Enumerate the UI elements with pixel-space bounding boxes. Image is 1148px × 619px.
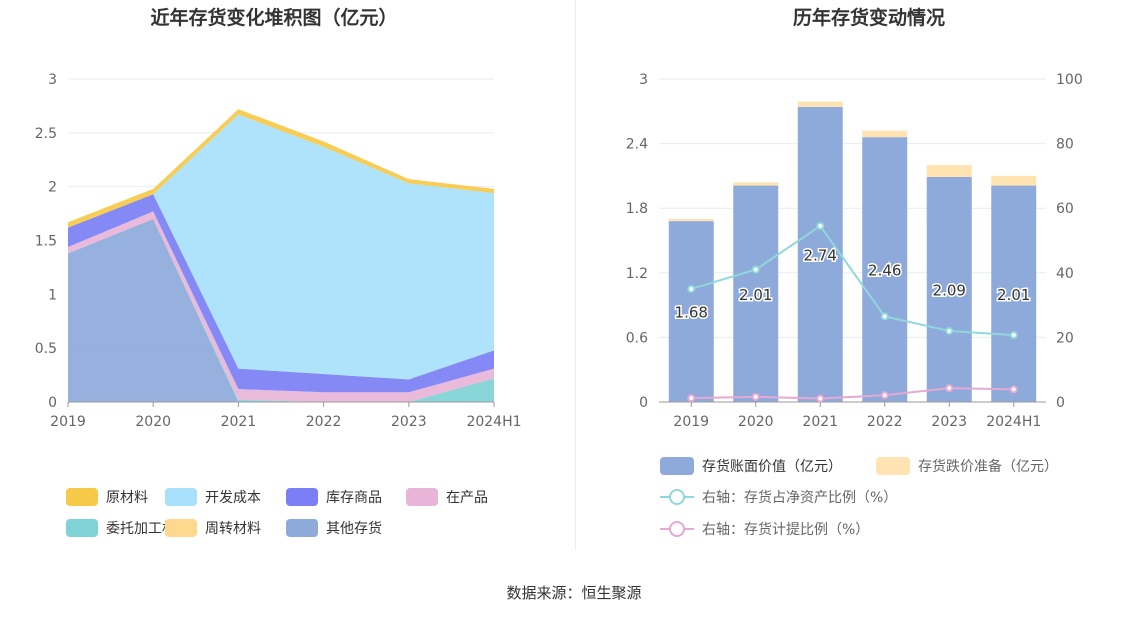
- legend-label: 存货跌价准备（亿元）: [918, 458, 1058, 475]
- bar-provision: [733, 182, 779, 186]
- x-tick-label: 2021: [802, 414, 838, 430]
- legend-swatch: [66, 488, 98, 506]
- area-series: [68, 194, 494, 393]
- y2-tick-label: 80: [1056, 137, 1074, 153]
- chart-title: 近年存货变化堆积图（亿元）: [150, 6, 397, 29]
- legend-label: 开发成本: [205, 490, 261, 506]
- legend-swatch: [660, 457, 694, 475]
- x-tick-label: 2024H1: [986, 414, 1041, 430]
- legend-label: 在产品: [446, 490, 488, 506]
- x-tick-label: 2023: [931, 414, 967, 430]
- y2-tick-label: 100: [1056, 72, 1083, 88]
- bar-book-value: [991, 185, 1037, 402]
- line-series: [691, 387, 1014, 400]
- bar-value-label: 2.46: [868, 262, 901, 280]
- bar-book-value: [926, 176, 972, 402]
- area-series: [68, 114, 494, 380]
- bar-book-value: [733, 185, 779, 402]
- line-series: [690, 224, 1014, 337]
- bar-provision: [797, 101, 843, 107]
- bar-provision: [862, 130, 908, 138]
- bar-value-label: 2.09: [933, 281, 966, 299]
- line-point: [880, 391, 889, 400]
- line-point: [687, 284, 696, 293]
- x-tick-label: 2019: [673, 414, 709, 430]
- bar-value-label: 2.01: [997, 286, 1030, 304]
- x-tick-label: 2023: [391, 414, 427, 430]
- x-tick-label: 2022: [867, 414, 903, 430]
- y2-tick-label: 20: [1056, 330, 1074, 346]
- legend-label: 右轴：存货占净资产比例（%）: [702, 489, 897, 506]
- legend-label: 原材料: [106, 490, 148, 506]
- x-tick-label: 2020: [738, 414, 774, 430]
- legend-label: 右轴：存货计提比例（%）: [702, 521, 869, 538]
- legend-label: 库存商品: [326, 490, 382, 506]
- y-tick-label: 1.2: [626, 266, 648, 282]
- bar-book-value: [797, 106, 843, 402]
- y-tick-label: 0.6: [626, 330, 648, 346]
- bar-value-label: 1.68: [675, 304, 708, 322]
- line-point: [945, 384, 954, 393]
- y2-tick-label: 60: [1056, 201, 1074, 217]
- bar-book-value: [862, 137, 908, 402]
- bar-value-label: 2.01: [739, 286, 772, 304]
- y-tick-label: 2.5: [35, 126, 57, 142]
- y-tick-label: 1.8: [626, 201, 648, 217]
- bar-book-value: [668, 221, 714, 402]
- left-area-chart: 近年存货变化堆积图（亿元） 0 0.5 1 1.5 2 2.5 3 2019 2020 2021 20…: [35, 6, 522, 537]
- area-series: [68, 218, 494, 402]
- x-tick-label: 2022: [306, 414, 342, 430]
- line-point: [1009, 385, 1018, 394]
- area-series: [68, 211, 494, 402]
- y-tick-label: 0: [48, 395, 57, 411]
- chart-title: 历年存货变动情况: [793, 6, 945, 29]
- legend-label: 其他存货: [326, 520, 382, 537]
- right-bar-chart: 历年存货变动情况 0 0.6 1.2 1.8 2.4 3 0 20 40 60 80 100 1.68 2.…: [626, 6, 1083, 538]
- y-tick-label: 3: [48, 72, 57, 88]
- line-point: [945, 326, 954, 335]
- x-tick-label: 2020: [135, 414, 171, 430]
- x-tick-label: 2024H1: [466, 414, 521, 430]
- y-tick-label: 3: [639, 72, 648, 88]
- line-point: [751, 265, 760, 274]
- legend-swatch: [165, 519, 197, 537]
- y2-tick-label: 0: [1056, 395, 1065, 411]
- bar-value-label: 2.74: [804, 246, 837, 264]
- y-tick-label: 1: [48, 287, 57, 303]
- y-tick-label: 1.5: [35, 234, 57, 250]
- legend-marker: [669, 489, 685, 505]
- legend-swatch: [286, 519, 318, 537]
- legend-label: 周转材料: [205, 521, 261, 537]
- legend-label: 存货账面价值（亿元）: [702, 458, 842, 475]
- source-note: 数据来源：恒生聚源: [506, 584, 642, 602]
- y2-tick-label: 40: [1056, 266, 1074, 282]
- bar-provision: [668, 218, 714, 222]
- line-point: [880, 312, 889, 321]
- panel-divider: [575, 0, 576, 550]
- line-point: [751, 392, 760, 401]
- legend-marker: [669, 521, 685, 537]
- legend-swatch: [66, 519, 98, 537]
- y-tick-label: 2: [48, 180, 57, 196]
- line-point: [1009, 331, 1018, 340]
- legend-swatch: [406, 488, 438, 506]
- y-tick-label: 0: [639, 395, 648, 411]
- line-point: [687, 394, 696, 403]
- y-tick-label: 0.5: [35, 341, 57, 357]
- line-point: [816, 221, 825, 230]
- legend-swatch: [876, 457, 910, 475]
- y-tick-label: 2.4: [626, 137, 648, 153]
- line-point: [816, 394, 825, 403]
- legend-swatch: [165, 488, 197, 506]
- bar-provision: [926, 165, 972, 177]
- bar-provision: [991, 175, 1037, 186]
- legend-swatch: [286, 488, 318, 506]
- x-tick-label: 2019: [50, 414, 86, 430]
- x-tick-label: 2021: [221, 414, 257, 430]
